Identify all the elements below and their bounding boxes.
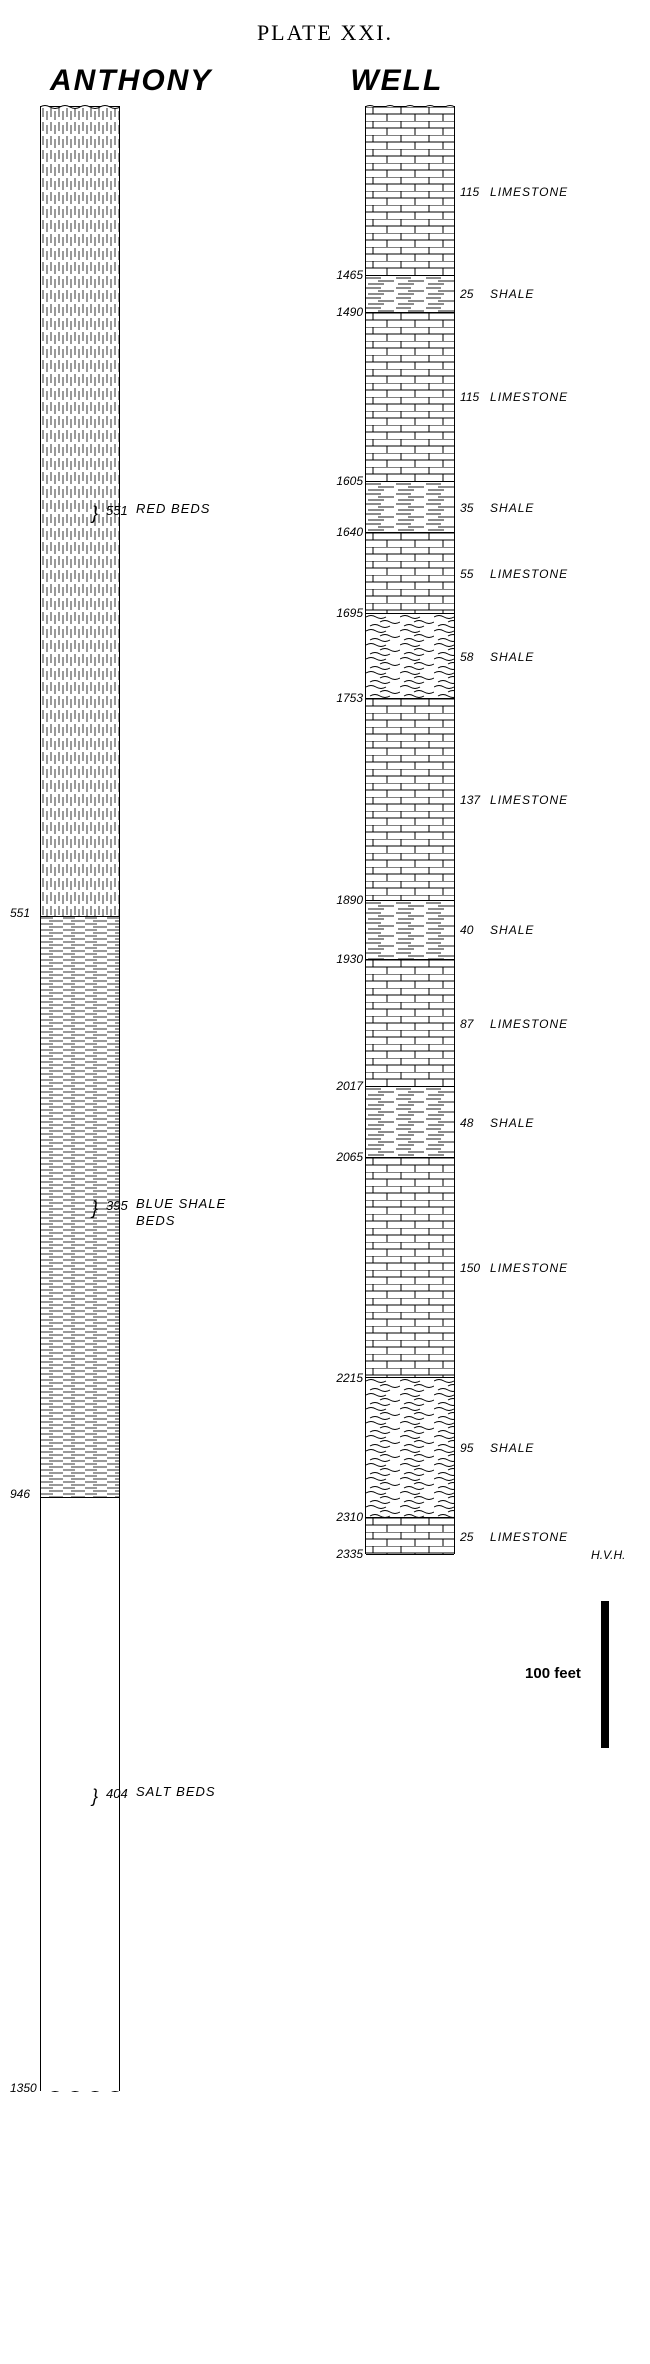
right-depth-label: 1490 xyxy=(336,305,363,319)
scale-label: 100 feet xyxy=(525,1665,581,1682)
right-layer-name: LIMESTONE xyxy=(490,1261,568,1275)
right-thickness-value: 25 xyxy=(460,287,473,301)
signature: H.V.H. xyxy=(591,1548,625,1562)
right-layer xyxy=(366,1378,454,1518)
left-thickness-value: 395 xyxy=(106,1198,128,1213)
right-depth-label: 2017 xyxy=(336,1079,363,1093)
right-thickness-value: 115 xyxy=(460,185,479,199)
right-depth-label: 2065 xyxy=(336,1150,363,1164)
right-column: 1465 115 LIMESTONE 1490 25 SHALE 1605 115 LIMEST… xyxy=(321,106,640,2091)
right-layer xyxy=(366,1158,454,1379)
right-depth-label: 2335 xyxy=(336,1547,363,1561)
right-layer xyxy=(366,313,454,482)
right-layer-name: SHALE xyxy=(490,1116,534,1130)
right-thickness-value: 115 xyxy=(460,390,479,404)
right-layer-name: LIMESTONE xyxy=(490,567,568,581)
left-depth-label: 551 xyxy=(10,906,30,920)
right-strat-column: 1465115LIMESTONE149025SHALE1605115LIMEST… xyxy=(365,106,455,1554)
right-thickness-value: 95 xyxy=(460,1441,473,1455)
right-thickness-value: 87 xyxy=(460,1017,473,1031)
right-layer xyxy=(366,276,454,313)
right-layer-name: LIMESTONE xyxy=(490,793,568,807)
well-title-left: ANTHONY xyxy=(10,64,310,98)
right-layer-name: LIMESTONE xyxy=(490,1017,568,1031)
left-layer-name: RED BEDS xyxy=(136,501,210,518)
left-thickness-value: 404 xyxy=(106,1786,128,1801)
right-layer-name: LIMESTONE xyxy=(490,1530,568,1544)
right-layer-name: SHALE xyxy=(490,923,534,937)
right-thickness-value: 35 xyxy=(460,501,473,515)
right-layer-name: SHALE xyxy=(490,501,534,515)
right-layer xyxy=(366,1087,454,1158)
right-thickness-value: 137 xyxy=(460,793,480,807)
right-layer xyxy=(366,614,454,699)
right-thickness-value: 25 xyxy=(460,1530,473,1544)
right-depth-label: 1465 xyxy=(336,268,363,282)
right-depth-label: 2215 xyxy=(336,1371,363,1385)
left-thickness-brace: } xyxy=(92,503,98,524)
right-depth-label: 1753 xyxy=(336,691,363,705)
right-layer xyxy=(366,482,454,533)
right-layer-name: LIMESTONE xyxy=(490,390,568,404)
right-thickness-value: 55 xyxy=(460,567,473,581)
right-layer xyxy=(366,1518,454,1555)
left-layer-name: SALT BEDS xyxy=(136,1784,216,1801)
right-layer-name: SHALE xyxy=(490,287,534,301)
left-depth-label: 1350 xyxy=(10,2081,37,2095)
right-depth-label: 1930 xyxy=(336,952,363,966)
left-layer-name: BLUE SHALEBEDS xyxy=(136,1196,226,1230)
right-depth-label: 1640 xyxy=(336,525,363,539)
well-title-right: WELL xyxy=(320,64,620,98)
right-thickness-value: 48 xyxy=(460,1116,473,1130)
plate-title: PLATE XXI. xyxy=(10,20,640,46)
right-layer xyxy=(366,107,454,276)
left-thickness-brace: } xyxy=(92,1786,98,1807)
right-layer xyxy=(366,901,454,960)
right-layer xyxy=(366,533,454,614)
right-depth-label: 1890 xyxy=(336,893,363,907)
right-depth-label: 2310 xyxy=(336,1510,363,1524)
right-thickness-value: 58 xyxy=(460,650,473,664)
right-thickness-value: 40 xyxy=(460,923,473,937)
columns-container: }551RED BEDS551}395BLUE SHALEBEDS946}404… xyxy=(10,106,640,2091)
right-layer-name: SHALE xyxy=(490,1441,534,1455)
right-layer xyxy=(366,960,454,1088)
right-depth-label: 1695 xyxy=(336,606,363,620)
right-layer xyxy=(366,699,454,900)
right-thickness-value: 150 xyxy=(460,1261,480,1275)
left-depth-label: 946 xyxy=(10,1487,30,1501)
left-thickness-brace: } xyxy=(92,1198,98,1219)
left-column: } 551 RED BEDS 551} 395 BLUE SHALEBEDS 946} 404… xyxy=(10,106,309,2091)
left-thickness-value: 551 xyxy=(106,503,128,518)
scale-bar xyxy=(601,1601,609,1748)
right-layer-name: LIMESTONE xyxy=(490,185,568,199)
right-layer-name: SHALE xyxy=(490,650,534,664)
well-title: ANTHONY WELL xyxy=(10,64,640,98)
right-depth-label: 1605 xyxy=(336,474,363,488)
